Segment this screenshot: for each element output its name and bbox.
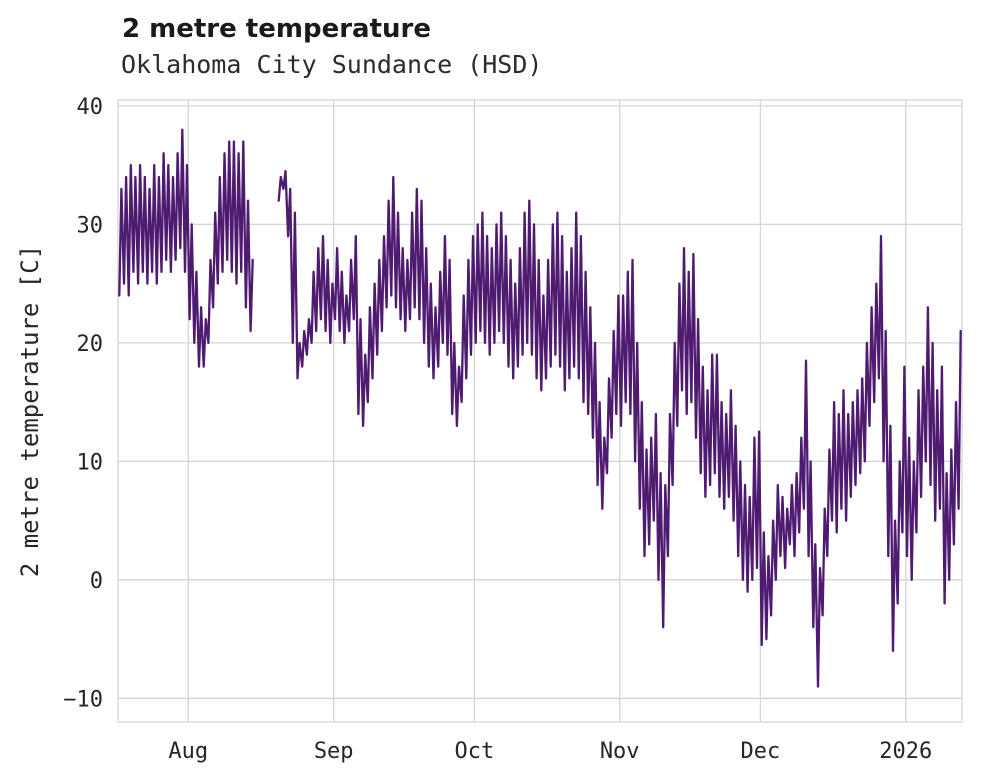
chart-title: 2 metre temperature xyxy=(122,14,431,44)
chart-subtitle: Oklahoma City Sundance (HSD) xyxy=(121,50,543,79)
x-tick-label: Oct xyxy=(455,739,495,764)
y-tick-label: −10 xyxy=(63,687,103,712)
x-tick-label: Nov xyxy=(600,739,640,764)
x-tick-label: 2026 xyxy=(879,739,932,764)
y-tick-label: 0 xyxy=(90,569,103,594)
y-tick-label: 30 xyxy=(77,213,104,238)
plot-border xyxy=(117,99,963,723)
x-tick-label: Aug xyxy=(168,739,208,764)
y-tick-label: 10 xyxy=(77,450,104,475)
temperature-series-line xyxy=(118,128,962,688)
y-tick-label: 40 xyxy=(77,95,104,120)
x-tick-label: Dec xyxy=(741,739,781,764)
y-tick-label: 20 xyxy=(77,332,104,357)
x-tick-label: Sep xyxy=(314,739,354,764)
